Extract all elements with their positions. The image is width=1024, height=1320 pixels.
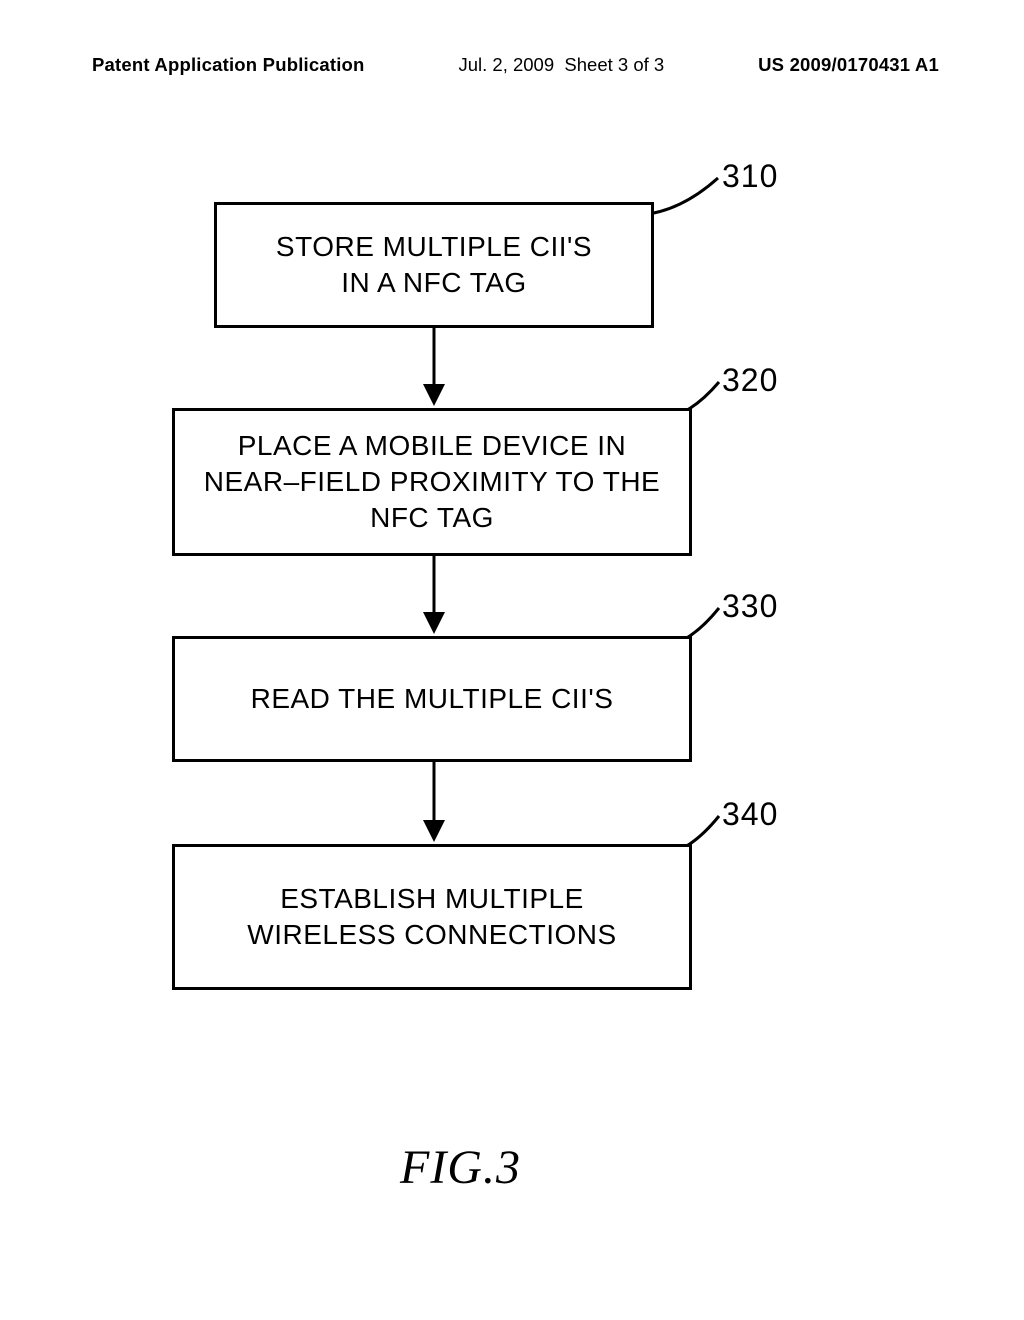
flow-box-330: READ THE MULTIPLE CII'S <box>172 636 692 762</box>
ref-label-330: 330 <box>722 588 778 625</box>
flow-box-text: PLACE A MOBILE DEVICE IN NEAR–FIELD PROX… <box>204 428 660 535</box>
flow-box-text: STORE MULTIPLE CII'S IN A NFC TAG <box>276 229 592 301</box>
flow-box-text: ESTABLISH MULTIPLE WIRELESS CONNECTIONS <box>247 881 616 953</box>
flow-box-320: PLACE A MOBILE DEVICE IN NEAR–FIELD PROX… <box>172 408 692 556</box>
figure-caption: FIG.3 <box>400 1140 521 1195</box>
ref-label-320: 320 <box>722 362 778 399</box>
ref-label-310: 310 <box>722 158 778 195</box>
flow-box-text: READ THE MULTIPLE CII'S <box>251 681 614 717</box>
flow-box-310: STORE MULTIPLE CII'S IN A NFC TAG <box>214 202 654 328</box>
flowchart-fig3: STORE MULTIPLE CII'S IN A NFC TAG 310 PLAC… <box>0 0 1024 1320</box>
ref-label-340: 340 <box>722 796 778 833</box>
flow-box-340: ESTABLISH MULTIPLE WIRELESS CONNECTIONS <box>172 844 692 990</box>
